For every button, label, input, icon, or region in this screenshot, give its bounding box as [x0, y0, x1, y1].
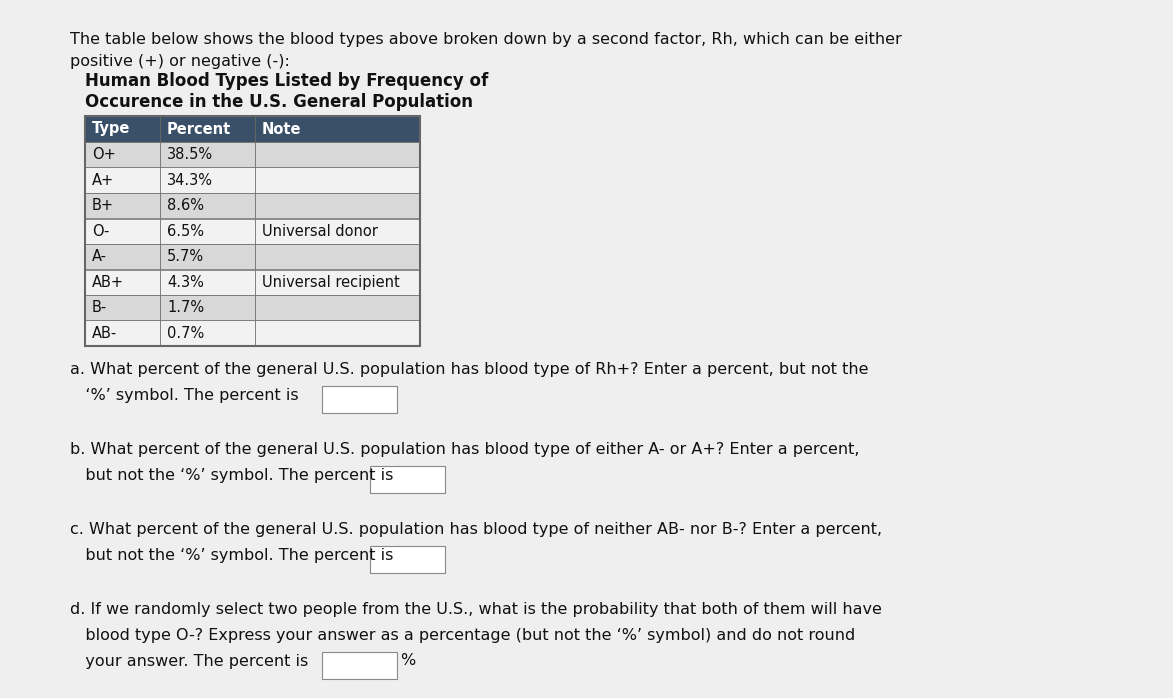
Bar	[160, 168, 255, 193]
Bar	[160, 116, 255, 142]
Text: O+: O+	[91, 147, 116, 162]
Bar	[160, 142, 255, 168]
Bar	[84, 142, 160, 168]
Text: your answer. The percent is: your answer. The percent is	[70, 654, 308, 669]
Text: AB-: AB-	[91, 326, 117, 341]
Text: 5.7%: 5.7%	[167, 249, 204, 265]
Bar	[255, 295, 420, 320]
Text: 0.7%: 0.7%	[167, 326, 204, 341]
Text: A+: A+	[91, 172, 114, 188]
Text: The table below shows the blood types above broken down by a second factor, Rh, : The table below shows the blood types ab…	[70, 32, 902, 47]
Text: 8.6%: 8.6%	[167, 198, 204, 214]
Text: Percent: Percent	[167, 121, 231, 137]
Text: b. What percent of the general U.S. population has blood type of either A- or A+: b. What percent of the general U.S. popu…	[70, 442, 860, 457]
Text: 1.7%: 1.7%	[167, 300, 204, 315]
Bar	[84, 218, 160, 244]
Bar	[84, 193, 160, 218]
Bar	[84, 295, 160, 320]
Text: but not the ‘%’ symbol. The percent is: but not the ‘%’ symbol. The percent is	[70, 468, 393, 483]
Bar	[84, 116, 160, 142]
Bar	[369, 466, 445, 493]
Bar	[84, 244, 160, 269]
Text: A-: A-	[91, 249, 107, 265]
Text: Occurence in the U.S. General Population: Occurence in the U.S. General Population	[84, 93, 473, 111]
Bar	[255, 320, 420, 346]
Text: Universal recipient: Universal recipient	[262, 275, 400, 290]
Bar	[84, 116, 420, 346]
Text: d. If we randomly select two people from the U.S., what is the probability that : d. If we randomly select two people from…	[70, 602, 882, 617]
Text: AB+: AB+	[91, 275, 124, 290]
Bar	[84, 269, 160, 295]
Text: positive (+) or negative (-):: positive (+) or negative (-):	[70, 54, 290, 69]
Bar	[255, 168, 420, 193]
Bar	[323, 652, 396, 679]
Text: O-: O-	[91, 224, 109, 239]
Bar	[84, 320, 160, 346]
Bar	[255, 218, 420, 244]
Text: B-: B-	[91, 300, 107, 315]
Bar	[160, 218, 255, 244]
Text: but not the ‘%’ symbol. The percent is: but not the ‘%’ symbol. The percent is	[70, 548, 393, 563]
Text: c. What percent of the general U.S. population has blood type of neither AB- nor: c. What percent of the general U.S. popu…	[70, 522, 882, 537]
Bar	[84, 168, 160, 193]
Text: 38.5%: 38.5%	[167, 147, 213, 162]
Text: a. What percent of the general U.S. population has blood type of Rh+? Enter a pe: a. What percent of the general U.S. popu…	[70, 362, 868, 377]
Text: Type: Type	[91, 121, 130, 137]
Bar	[160, 320, 255, 346]
Bar	[255, 116, 420, 142]
Text: Note: Note	[262, 121, 301, 137]
Bar	[160, 244, 255, 269]
Bar	[160, 193, 255, 218]
Bar	[255, 269, 420, 295]
Text: %: %	[400, 653, 415, 668]
Bar	[255, 244, 420, 269]
Text: 6.5%: 6.5%	[167, 224, 204, 239]
Bar	[369, 546, 445, 573]
Text: blood type O-? Express your answer as a percentage (but not the ‘%’ symbol) and : blood type O-? Express your answer as a …	[70, 628, 855, 643]
Bar	[160, 269, 255, 295]
Text: B+: B+	[91, 198, 114, 214]
Text: Human Blood Types Listed by Frequency of: Human Blood Types Listed by Frequency of	[84, 72, 488, 90]
Text: Universal donor: Universal donor	[262, 224, 378, 239]
Text: ‘%’ symbol. The percent is: ‘%’ symbol. The percent is	[70, 388, 299, 403]
Bar	[160, 295, 255, 320]
Text: 4.3%: 4.3%	[167, 275, 204, 290]
Text: 34.3%: 34.3%	[167, 172, 213, 188]
Bar	[255, 142, 420, 168]
Bar	[323, 386, 396, 413]
Bar	[255, 193, 420, 218]
